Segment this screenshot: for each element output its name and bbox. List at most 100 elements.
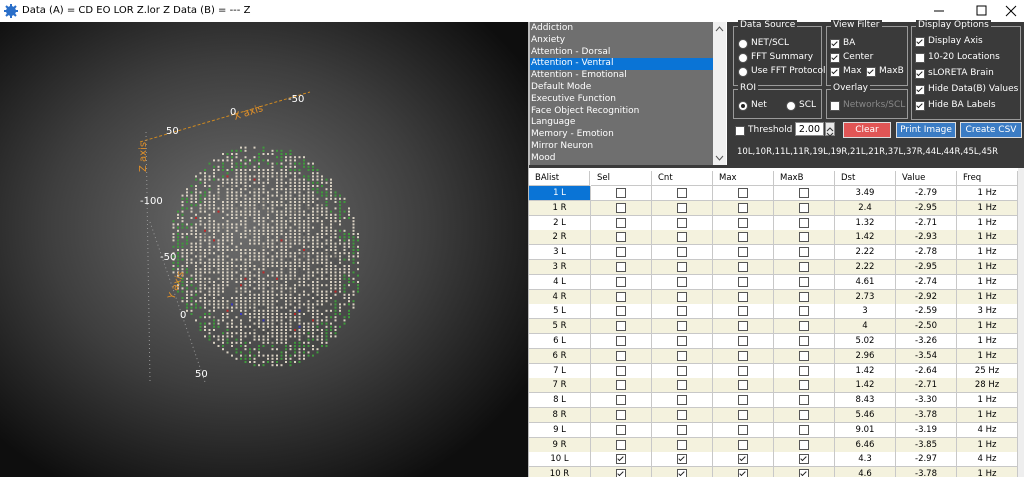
list-item[interactable]: Mood — [531, 152, 556, 163]
list-item[interactable]: Language — [531, 117, 576, 128]
threshold-input[interactable]: 2.00 — [795, 122, 824, 136]
checkbox[interactable] — [677, 454, 687, 465]
checkbox[interactable] — [616, 410, 626, 420]
radio-button[interactable] — [786, 101, 796, 111]
list-item[interactable]: Anxiety — [531, 34, 566, 45]
checkbox[interactable] — [799, 321, 809, 332]
checkbox[interactable] — [915, 53, 925, 63]
checkbox[interactable] — [830, 101, 840, 111]
checkbox[interactable] — [799, 350, 809, 361]
row-label[interactable]: 8 L — [529, 393, 591, 409]
checkbox[interactable] — [915, 101, 925, 111]
checkbox[interactable] — [799, 395, 809, 406]
list-item[interactable]: Default Mode — [531, 82, 592, 92]
checkbox[interactable] — [616, 202, 626, 213]
checkbox[interactable] — [677, 247, 687, 258]
checkbox[interactable] — [677, 365, 687, 376]
row-label[interactable]: 7 R — [529, 378, 591, 394]
radio-button[interactable] — [738, 67, 748, 77]
checkbox[interactable] — [677, 424, 687, 435]
row-label[interactable]: 6 R — [529, 348, 591, 364]
checkbox[interactable] — [799, 202, 809, 213]
checkbox[interactable] — [677, 188, 687, 198]
list-item[interactable]: Mirror Neuron — [531, 141, 594, 151]
checkbox[interactable] — [738, 247, 748, 258]
checkbox[interactable] — [738, 424, 748, 435]
checkbox[interactable] — [616, 262, 626, 272]
checkbox[interactable] — [677, 469, 687, 477]
checkbox[interactable] — [915, 85, 925, 95]
checkbox[interactable] — [616, 469, 626, 477]
checkbox[interactable] — [738, 188, 748, 198]
row-label[interactable]: 3 L — [529, 245, 591, 261]
row-label[interactable]: 9 R — [529, 437, 591, 453]
checkbox[interactable] — [799, 291, 809, 302]
row-label[interactable]: 2 R — [529, 230, 591, 246]
checkbox[interactable] — [799, 188, 809, 198]
checkbox[interactable] — [677, 350, 687, 361]
row-label[interactable]: 5 L — [529, 304, 591, 320]
checkbox[interactable] — [738, 336, 748, 346]
checkbox[interactable] — [616, 380, 626, 391]
checkbox[interactable] — [738, 365, 748, 376]
checkbox[interactable] — [616, 188, 626, 198]
checkbox[interactable] — [738, 469, 748, 477]
checkbox[interactable] — [799, 232, 809, 243]
list-item[interactable]: Attention - Dorsal — [531, 46, 611, 57]
checkbox[interactable] — [677, 232, 687, 243]
list-item[interactable]: Memory - Emotion — [531, 129, 614, 140]
checkbox[interactable] — [738, 306, 748, 317]
row-label[interactable]: 2 L — [529, 215, 591, 231]
row-label[interactable]: 5 R — [529, 319, 591, 335]
checkbox[interactable] — [738, 380, 748, 391]
checkbox[interactable] — [616, 365, 626, 376]
print-image-button[interactable]: Print Image — [896, 122, 956, 138]
checkbox[interactable] — [799, 410, 809, 420]
checkbox[interactable] — [616, 276, 626, 287]
row-label[interactable]: 9 L — [529, 422, 591, 438]
row-label[interactable]: 4 R — [529, 289, 591, 305]
checkbox[interactable] — [799, 217, 809, 228]
checkbox[interactable] — [830, 67, 840, 77]
checkbox[interactable] — [799, 365, 809, 376]
checkbox[interactable] — [616, 306, 626, 317]
column-header[interactable]: BAlist — [529, 171, 590, 186]
column-header[interactable]: Value — [896, 171, 957, 186]
column-header[interactable]: MaxB — [774, 171, 835, 186]
checkbox[interactable] — [677, 306, 687, 317]
spinner[interactable] — [825, 122, 835, 137]
row-label[interactable]: 4 L — [529, 274, 591, 290]
list-scrollbar[interactable] — [713, 22, 726, 165]
checkbox[interactable] — [866, 67, 876, 77]
checkbox[interactable] — [677, 380, 687, 391]
checkbox[interactable] — [799, 306, 809, 317]
checkbox[interactable] — [799, 424, 809, 435]
checkbox[interactable] — [677, 410, 687, 420]
checkbox[interactable] — [677, 291, 687, 302]
row-label[interactable]: 10 L — [529, 452, 591, 468]
column-header[interactable]: Max — [713, 171, 774, 186]
checkbox[interactable] — [677, 439, 687, 450]
radio-button[interactable] — [738, 53, 748, 63]
checkbox[interactable] — [616, 336, 626, 346]
checkbox[interactable] — [738, 454, 748, 465]
checkbox[interactable] — [738, 217, 748, 228]
checkbox[interactable] — [616, 395, 626, 406]
checkbox[interactable] — [616, 454, 626, 465]
checkbox[interactable] — [738, 232, 748, 243]
checkbox[interactable] — [799, 469, 809, 477]
create-csv-button[interactable]: Create CSV — [960, 122, 1022, 138]
radio-button[interactable] — [738, 39, 748, 49]
network-list[interactable]: Addiction Anxiety Attention - Dorsal Attent… — [530, 22, 713, 165]
checkbox[interactable] — [799, 336, 809, 346]
list-item[interactable]: Addiction — [531, 23, 574, 33]
checkbox[interactable] — [738, 410, 748, 420]
radio-button[interactable] — [738, 101, 748, 111]
checkbox[interactable] — [677, 262, 687, 272]
checkbox[interactable] — [915, 37, 925, 47]
list-item[interactable]: Attention - Ventral — [530, 58, 713, 71]
checkbox[interactable] — [799, 439, 809, 450]
list-item[interactable]: Attention - Emotional — [531, 70, 627, 81]
checkbox[interactable] — [735, 126, 745, 136]
checkbox[interactable] — [616, 291, 626, 302]
